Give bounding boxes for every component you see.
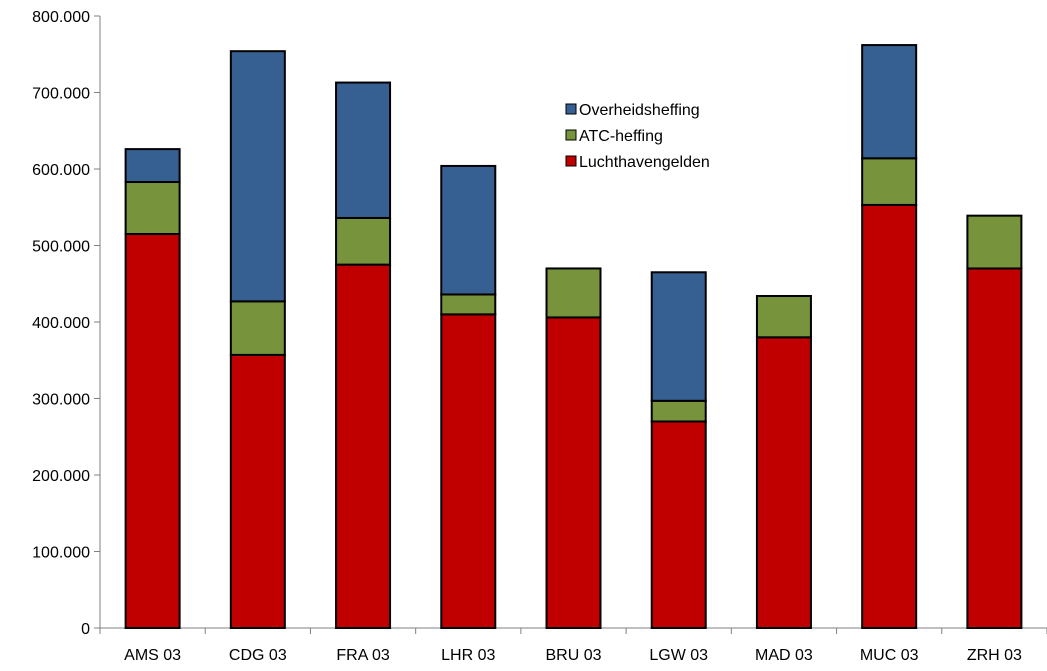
bar-segment-overheidsheffing — [440, 164, 497, 296]
bar-segment-atc-heffing — [650, 399, 707, 423]
legend-swatch — [565, 129, 577, 141]
x-tick-label: BRU 03 — [545, 647, 601, 664]
y-tick-label: 400.000 — [32, 315, 90, 332]
y-tick-label: 200.000 — [32, 468, 90, 485]
bar-segment-luchthavengelden — [755, 336, 812, 629]
bar-segment-atc-heffing — [335, 216, 392, 266]
bar-segment-overheidsheffing — [229, 50, 286, 303]
bar-segment-overheidsheffing — [124, 148, 181, 184]
bar-segment-overheidsheffing — [335, 81, 392, 219]
x-tick-label: LHR 03 — [441, 647, 495, 664]
x-tick-label: CDG 03 — [229, 647, 287, 664]
bar-segment-luchthavengelden — [650, 420, 707, 630]
legend-label: Luchthavengelden — [579, 154, 710, 171]
bar-segment-luchthavengelden — [335, 263, 392, 629]
bar-segment-luchthavengelden — [440, 313, 497, 629]
x-tick-label: AMS 03 — [124, 647, 181, 664]
bar-segment-atc-heffing — [545, 267, 602, 319]
y-tick-label: 300.000 — [32, 392, 90, 409]
bar-segment-atc-heffing — [861, 157, 918, 206]
y-tick-label: 600.000 — [32, 162, 90, 179]
bar-segment-atc-heffing — [440, 293, 497, 316]
bar-segment-atc-heffing — [229, 300, 286, 356]
y-tick-label: 700.000 — [32, 86, 90, 103]
x-tick-label: LGW 03 — [649, 647, 708, 664]
y-tick-label: 100.000 — [32, 545, 90, 562]
legend-label: Overheidsheffing — [579, 102, 700, 119]
bar-segment-luchthavengelden — [229, 353, 286, 629]
bar-segment-luchthavengelden — [545, 316, 602, 629]
y-tick-label: 0 — [81, 621, 90, 638]
bar-segment-atc-heffing — [966, 214, 1023, 270]
bar-segment-atc-heffing — [124, 181, 181, 236]
bar-segment-overheidsheffing — [650, 271, 707, 402]
legend-label: ATC-heffing — [579, 128, 663, 145]
x-axis: AMS 03 CDG 03 FRA 03 LHR 03 BRU 03 LGW 03 MAD … — [99, 627, 1047, 664]
bars — [124, 44, 1023, 630]
x-tick-label: FRA 03 — [336, 647, 389, 664]
y-tick-label: 800.000 — [32, 9, 90, 26]
legend-swatch — [565, 103, 577, 115]
legend-swatch — [565, 155, 577, 167]
x-tick-label: MUC 03 — [860, 647, 919, 664]
bar-segment-overheidsheffing — [861, 44, 918, 160]
x-tick-label: ZRH 03 — [967, 647, 1022, 664]
legend: Overheidsheffing ATC-heffing Luchthavengel… — [565, 102, 710, 171]
bar-segment-atc-heffing — [755, 294, 812, 339]
bar-segment-luchthavengelden — [124, 233, 181, 629]
y-axis: 0 100.000 200.000 300.000 400.000 500.000 600.… — [32, 9, 101, 638]
bar-segment-luchthavengelden — [861, 203, 918, 630]
x-tick-label: MAD 03 — [755, 647, 813, 664]
bar-segment-luchthavengelden — [966, 267, 1023, 629]
y-tick-label: 500.000 — [32, 239, 90, 256]
